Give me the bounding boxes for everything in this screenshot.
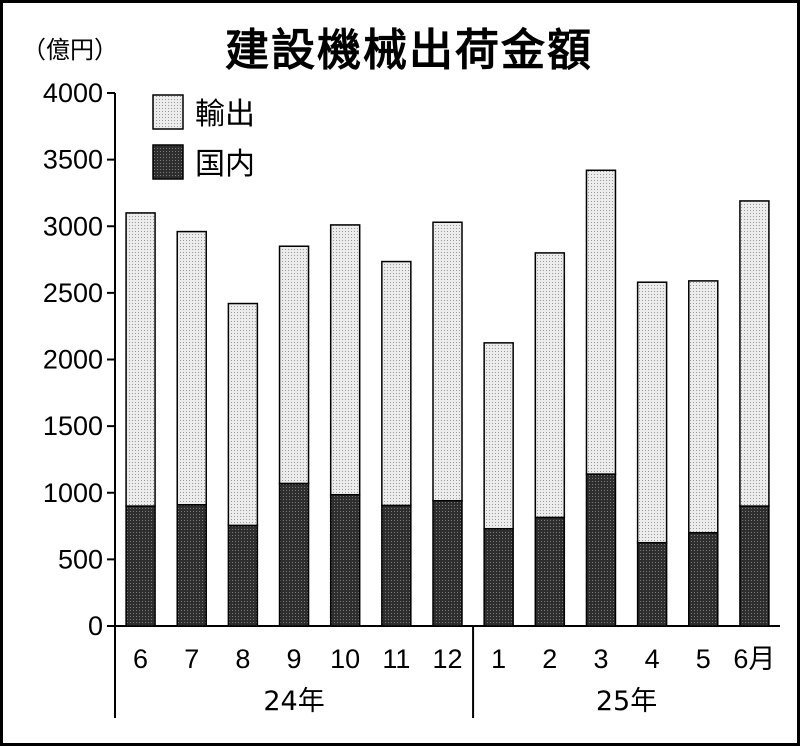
bar-export	[483, 342, 514, 530]
bar-export	[125, 212, 156, 507]
bar-export	[585, 169, 617, 475]
x-tick-label: 8	[235, 644, 250, 674]
x-tick-label: 9	[287, 644, 302, 674]
bar-export	[381, 260, 412, 507]
bar-domestic	[432, 499, 463, 627]
legend-swatch	[152, 144, 184, 180]
chart-title: 建設機械出荷金額	[225, 25, 593, 76]
y-tick-label: 2000	[43, 345, 103, 375]
y-tick-label: 500	[58, 544, 103, 574]
x-tick-label: 12	[432, 644, 462, 674]
legend-label: 輸出	[195, 97, 255, 132]
bar-domestic	[176, 503, 207, 627]
x-tick-label: 6	[133, 644, 148, 674]
x-tick-label: 1	[491, 644, 506, 674]
y-tick-label: 4000	[43, 78, 103, 108]
x-group-label: 25年	[596, 686, 657, 717]
bar-domestic	[381, 504, 412, 627]
bar-export	[534, 252, 566, 519]
x-tick-label: 11	[382, 644, 410, 674]
x-tick-label: 4	[645, 644, 660, 674]
bar-domestic	[739, 505, 770, 627]
x-tick-label: 6月	[733, 644, 775, 674]
y-tick-label: 3000	[43, 211, 103, 241]
x-tick-label: 5	[696, 644, 711, 674]
x-tick-label: 7	[184, 644, 199, 674]
bar-export	[329, 224, 361, 496]
bar-domestic	[534, 516, 566, 627]
x-tick-label: 3	[593, 644, 608, 674]
bar-domestic	[585, 473, 617, 627]
bar-export	[739, 200, 770, 507]
legend-label: 国内	[195, 147, 255, 182]
bar-domestic	[227, 524, 259, 627]
y-unit-label: （億円）	[22, 36, 118, 64]
y-tick-label: 0	[88, 611, 103, 641]
bar-export	[278, 245, 310, 485]
bar-domestic	[329, 493, 361, 627]
bar-export	[432, 221, 463, 502]
y-tick-label: 2500	[43, 278, 103, 308]
bar-domestic	[278, 482, 310, 627]
bar-domestic	[688, 531, 719, 627]
y-tick-label: 1000	[43, 478, 103, 508]
bar-export	[176, 230, 207, 506]
bar-domestic	[636, 541, 668, 627]
x-tick-label: 2	[542, 644, 557, 674]
bar-export	[636, 281, 668, 544]
x-tick-label: 10	[330, 644, 360, 674]
y-tick-label: 1500	[43, 411, 103, 441]
legend-swatch	[152, 94, 184, 130]
bar-domestic	[125, 505, 156, 627]
bar-export	[227, 302, 259, 527]
bar-export	[688, 280, 719, 534]
y-tick-label: 3500	[43, 145, 103, 175]
x-group-label: 24年	[263, 686, 324, 717]
bar-domestic	[483, 527, 514, 627]
